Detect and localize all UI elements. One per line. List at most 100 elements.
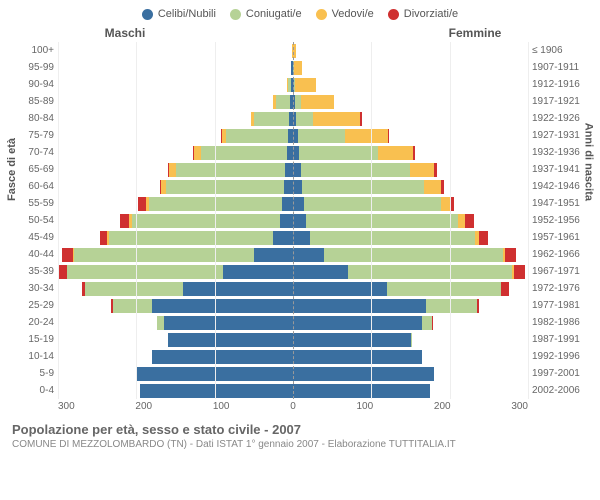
bar-segment xyxy=(294,61,303,75)
legend-item: Coniugati/e xyxy=(230,8,302,20)
male-bar xyxy=(58,265,293,279)
bar-segment xyxy=(324,248,503,262)
bar-segment xyxy=(304,197,441,211)
bar-segment xyxy=(424,180,441,194)
male-bar xyxy=(58,197,293,211)
footer: Popolazione per età, sesso e stato civil… xyxy=(10,422,590,450)
legend-swatch xyxy=(230,9,241,20)
gender-labels: Maschi Femmine xyxy=(10,26,590,40)
age-label: 0-4 xyxy=(10,382,54,399)
bar-segment xyxy=(152,350,293,364)
bars-area xyxy=(58,42,528,399)
legend-item: Divorziati/e xyxy=(388,8,458,20)
bar-segment xyxy=(62,248,73,262)
bar-segment xyxy=(140,384,293,398)
female-bar xyxy=(293,384,528,398)
male-bar xyxy=(58,163,293,177)
x-tick: 300 xyxy=(58,401,75,412)
birth-label: 1992-1996 xyxy=(532,348,590,365)
bar-segment xyxy=(254,248,293,262)
age-label: 30-34 xyxy=(10,280,54,297)
bar-segment xyxy=(67,265,223,279)
birth-label: 1982-1986 xyxy=(532,314,590,331)
female-bar xyxy=(293,299,528,313)
bar-segment xyxy=(299,146,377,160)
x-tick: 200 xyxy=(135,401,152,412)
female-bar xyxy=(293,129,528,143)
bar-segment xyxy=(293,350,422,364)
x-axis-ticks: 3002001000100200300 xyxy=(58,401,528,412)
age-label: 100+ xyxy=(10,42,54,59)
male-bar xyxy=(58,61,293,75)
bar-segment xyxy=(441,197,450,211)
bar-segment xyxy=(465,214,474,228)
bar-segment xyxy=(411,333,412,347)
bar-segment xyxy=(293,299,426,313)
birth-axis-labels: ≤ 19061907-19111912-19161917-19211922-19… xyxy=(528,42,590,399)
bar-segment xyxy=(298,129,345,143)
bar-segment xyxy=(514,265,525,279)
bar-segment xyxy=(450,197,454,211)
chart-title: Popolazione per età, sesso e stato civil… xyxy=(12,422,588,437)
bar-segment xyxy=(413,146,415,160)
male-bar xyxy=(58,316,293,330)
legend-swatch xyxy=(142,9,153,20)
bar-segment xyxy=(410,163,434,177)
legend-item: Vedovi/e xyxy=(316,8,374,20)
bar-segment xyxy=(138,197,146,211)
bar-segment xyxy=(293,180,302,194)
bar-segment xyxy=(276,95,290,109)
birth-label: 1907-1911 xyxy=(532,59,590,76)
bar-segment xyxy=(149,197,282,211)
age-label: 50-54 xyxy=(10,212,54,229)
bar-segment xyxy=(432,316,433,330)
female-bar xyxy=(293,231,528,245)
female-bar xyxy=(293,367,528,381)
birth-label: 1952-1956 xyxy=(532,212,590,229)
age-label: 20-24 xyxy=(10,314,54,331)
bar-segment xyxy=(310,231,475,245)
male-bar xyxy=(58,180,293,194)
bar-segment xyxy=(284,180,293,194)
bar-segment xyxy=(152,299,293,313)
bar-segment xyxy=(301,95,334,109)
bar-segment xyxy=(136,367,293,381)
bar-segment xyxy=(226,129,289,143)
bar-segment xyxy=(426,299,477,313)
birth-label: 1917-1921 xyxy=(532,93,590,110)
female-bar xyxy=(293,333,528,347)
bar-segment xyxy=(293,282,387,296)
female-bar xyxy=(293,248,528,262)
male-bar xyxy=(58,95,293,109)
male-bar xyxy=(58,44,293,58)
male-bar xyxy=(58,78,293,92)
bar-segment xyxy=(313,112,360,126)
bar-segment xyxy=(58,265,67,279)
bar-segment xyxy=(302,180,423,194)
female-bar xyxy=(293,44,528,58)
bar-segment xyxy=(348,265,513,279)
legend-label: Coniugati/e xyxy=(246,8,302,20)
legend-label: Divorziati/e xyxy=(404,8,458,20)
age-label: 85-89 xyxy=(10,93,54,110)
legend-swatch xyxy=(388,9,399,20)
age-label: 95-99 xyxy=(10,59,54,76)
age-axis-labels: 100+95-9990-9485-8980-8475-7970-7465-696… xyxy=(10,42,58,399)
bar-segment xyxy=(293,248,324,262)
male-bar xyxy=(58,146,293,160)
female-bar xyxy=(293,146,528,160)
male-bar xyxy=(58,112,293,126)
bar-segment xyxy=(280,214,293,228)
x-tick: 100 xyxy=(213,401,230,412)
bar-segment xyxy=(113,299,152,313)
bar-segment xyxy=(441,180,444,194)
female-bar xyxy=(293,265,528,279)
bar-segment xyxy=(293,316,422,330)
bar-segment xyxy=(285,163,293,177)
birth-label: 1987-1991 xyxy=(532,331,590,348)
birth-label: 1977-1981 xyxy=(532,297,590,314)
female-bar xyxy=(293,316,528,330)
bar-segment xyxy=(132,214,281,228)
bar-segment xyxy=(183,282,293,296)
center-line xyxy=(293,42,294,399)
